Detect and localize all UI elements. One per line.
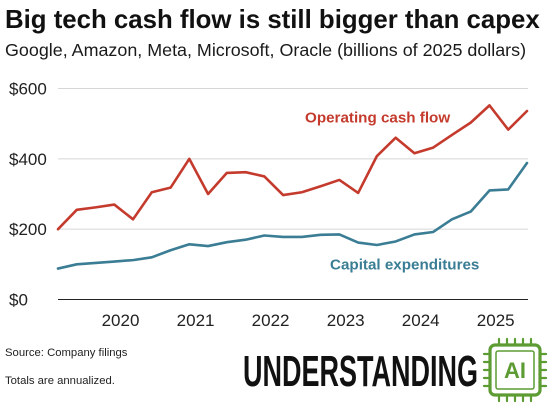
series-label-capital-expenditures: Capital expenditures xyxy=(330,257,479,274)
gridlines xyxy=(58,88,528,300)
y-tick-label: $600 xyxy=(9,80,47,99)
y-axis: $0 $200 $400 $600 xyxy=(9,80,47,310)
chip-body xyxy=(488,343,542,397)
chip-label: AI xyxy=(504,358,526,383)
series-line-operating-cash-flow xyxy=(56,104,529,231)
logo-wordmark: UNDERSTANDING xyxy=(243,347,478,396)
y-tick-label: $400 xyxy=(9,150,47,169)
chip-icon: AI xyxy=(482,337,547,402)
understanding-ai-logo: UNDERSTANDING AI xyxy=(243,337,547,402)
x-tick-label: 2021 xyxy=(177,311,215,330)
series-line-capital-expenditures xyxy=(56,161,529,270)
x-tick-label: 2024 xyxy=(402,311,440,330)
annualized-note: Totals are annualized. xyxy=(5,375,115,387)
chip-inner-frame xyxy=(495,350,535,390)
chart-title: Big tech cash flow is still bigger than … xyxy=(5,6,540,34)
chart-subtitle: Google, Amazon, Meta, Microsoft, Oracle … xyxy=(5,40,526,60)
chip-pins xyxy=(482,337,547,402)
x-tick-label: 2020 xyxy=(102,311,140,330)
x-tick-label: 2022 xyxy=(252,311,290,330)
series-lines xyxy=(56,104,529,270)
y-tick-label: $200 xyxy=(9,220,47,239)
x-tick-label: 2025 xyxy=(477,311,515,330)
x-tick-label: 2023 xyxy=(327,311,365,330)
y-tick-label: $0 xyxy=(9,291,28,310)
x-axis: 2020 2021 2022 2023 2024 2025 xyxy=(102,311,515,330)
series-label-operating-cash-flow: Operating cash flow xyxy=(305,110,450,127)
source-note: Source: Company filings xyxy=(5,347,128,359)
